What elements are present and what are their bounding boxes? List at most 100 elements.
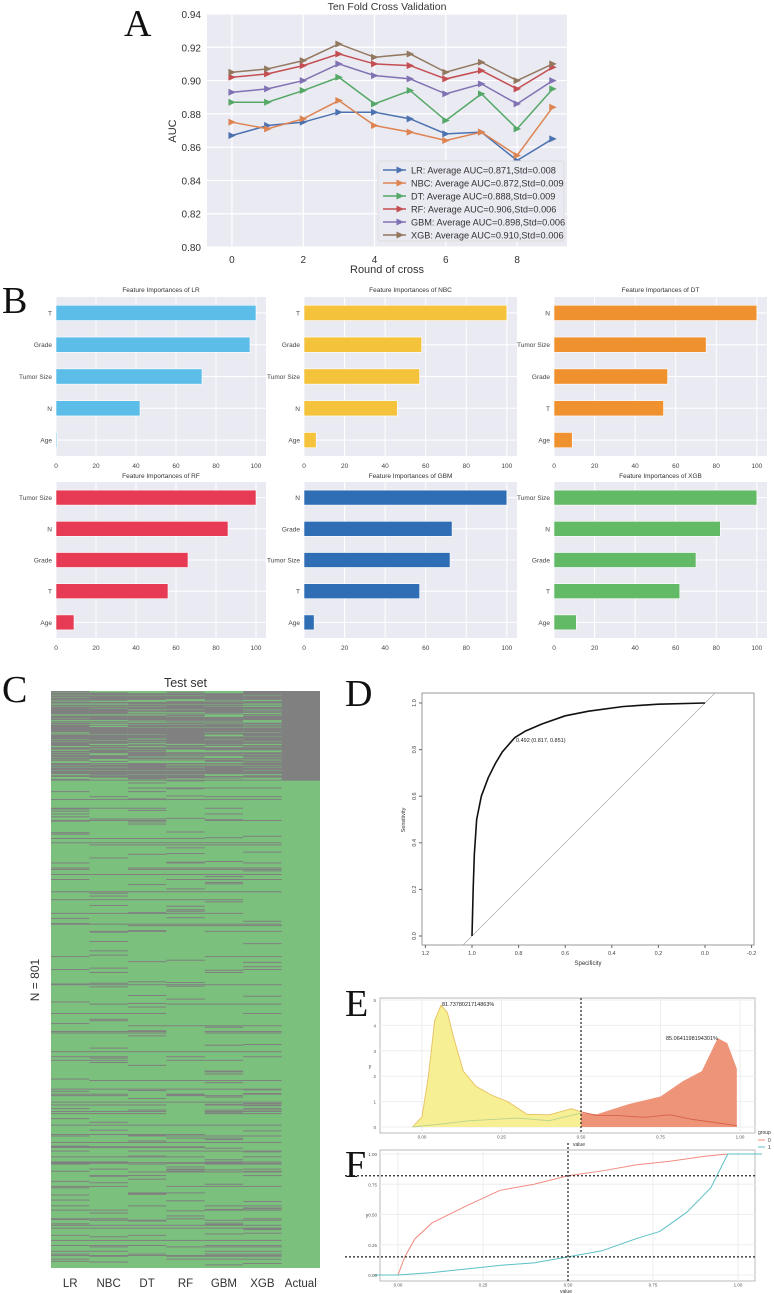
heatmap-cell-positive [166,795,205,797]
heatmap-cell-positive [166,1088,205,1090]
heatmap-cell-positive [166,716,205,721]
heatmap-cell-positive [204,1110,244,1113]
density-annotation-left: 81.7378021714863% [442,1002,494,1008]
y-tick-label: 0.88 [182,110,202,121]
heatmap-cell-positive [89,696,128,701]
heatmap-cell-positive [51,1124,90,1126]
x-tick-label: 2 [300,255,306,266]
heatmap-cell-positive [166,1059,205,1061]
y-tick-label: 0.8 [412,746,418,754]
heatmap-cell-positive [204,704,244,707]
heatmap-cell-positive [243,1162,282,1165]
x-tick-label: 0 [54,463,58,470]
y-tick-label: 0.82 [182,210,202,221]
heatmap-cell-positive [51,757,90,760]
heatmap-cell-positive [127,844,167,846]
heatmap-cell-positive [127,720,167,722]
heatmap-cell-positive [51,1223,90,1225]
heatmap-cell-positive [204,1219,244,1221]
heatmap-cell-positive [166,799,205,801]
data-point-marker [299,77,308,85]
heatmap-cell-positive [89,1061,128,1064]
heatmap-cell-positive [204,1244,244,1246]
heatmap-cell-positive [204,1255,244,1257]
heatmap-cell-positive [127,704,167,707]
legend-label: GBM: Average AUC=0.898,Std=0.006 [411,218,565,228]
heatmap-cell-positive [51,1187,90,1189]
heatmap-cell-positive [204,787,244,789]
heatmap-cell-positive [166,1239,205,1241]
heatmap-cell-positive [51,819,90,822]
x-tick-label: 40 [382,463,390,470]
heatmap-cell-positive [204,861,244,863]
data-point-marker [335,50,343,58]
heatmap-cell-positive [51,1234,90,1236]
heatmap-cell-positive [204,819,244,821]
heatmap-cell-positive [166,691,205,693]
heatmap-cell-positive [127,912,167,914]
data-point-marker [477,58,486,66]
heatmap-cell-positive [243,1227,282,1231]
heatmap-cell-positive [204,779,244,781]
density-area-group-1 [581,1038,737,1127]
legend-marker [396,218,404,226]
heatmap-cell-positive [243,923,282,925]
heatmap-cell-positive [51,1023,90,1025]
x-tick-label: 6 [443,255,449,266]
column-label: NBC [97,1278,121,1290]
heatmap-cell-positive [51,791,90,793]
heatmap-cell-positive [166,721,205,723]
heatmap-cell-positive [204,1135,244,1137]
heatmap-cell-positive [51,1110,90,1112]
heatmap-cell-positive [51,832,90,834]
heatmap-cell-positive [51,775,90,778]
heatmap-cell-positive [204,757,244,760]
y-tick-label: 1.0 [412,699,418,707]
heatmap-cell-positive [243,1170,282,1173]
heatmap-cell-positive [127,1253,167,1255]
heatmap-cell-positive [51,1113,90,1115]
x-tick-label: -0.2 [747,951,756,957]
density-area-group-0 [412,1005,581,1127]
bar [303,583,420,599]
heatmap-cell-positive [166,1168,205,1171]
heatmap-cell-positive [51,1032,90,1034]
heatmap-cell-positive [204,1082,244,1084]
heatmap-cell-positive [243,691,282,696]
bar [55,521,229,537]
bar [553,432,573,449]
bar [553,489,758,506]
heatmap-cell-positive [204,925,244,927]
heatmap-cell-positive [243,930,282,932]
heatmap-cell-positive [204,755,244,757]
x-tick-label: 40 [132,645,140,652]
heatmap-cell-positive [127,1205,167,1207]
data-point-marker [442,130,450,138]
heatmap-cell-positive [166,844,205,846]
heatmap-cell-positive [127,930,167,932]
heatmap-cell-positive [127,1109,167,1111]
heatmap-cell-positive [51,1056,90,1058]
heatmap-cell-positive [89,1032,128,1034]
heatmap-cell-positive [243,819,282,821]
data-point-marker [228,88,236,96]
heatmap-cell-positive [204,876,244,878]
heatmap-cell-positive [243,1239,282,1241]
heatmap-cell-positive [166,1141,205,1143]
x-tick-label: 1.0 [468,951,476,957]
heatmap-cell-positive [51,741,90,747]
data-point-marker [513,151,522,159]
heatmap-cell-positive [127,1141,167,1143]
heatmap-cell-positive [204,713,244,715]
heatmap-cell-positive [243,1262,282,1264]
heatmap-cell-positive [243,867,282,869]
heatmap-cell-positive [51,760,90,762]
x-tick-label: 100 [751,463,762,470]
series-line-3 [231,53,554,90]
heatmap-cell-positive [243,1003,282,1005]
heatmap-cell-positive [243,724,282,726]
heatmap-cell-positive [281,691,320,781]
heatmap-cell-positive [51,692,90,695]
x-tick-label: 0.2 [655,951,663,957]
heatmap-cell-positive [166,998,205,1000]
